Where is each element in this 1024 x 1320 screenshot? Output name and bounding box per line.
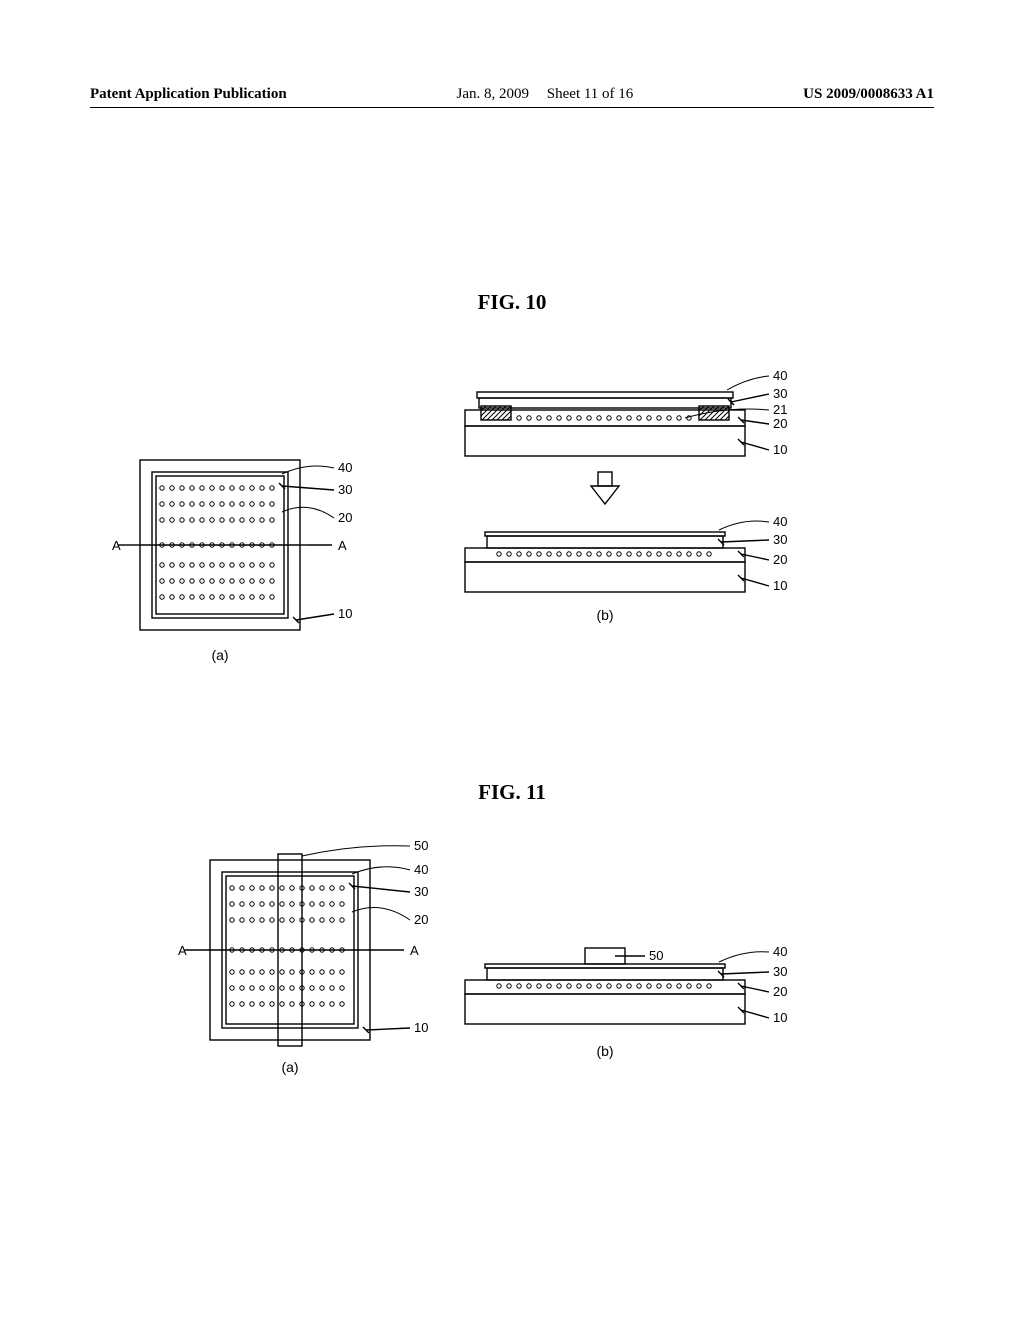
fig11-title: FIG. 11: [0, 780, 1024, 805]
fig11-panel-b: 50 40 30 20 10 (b): [445, 910, 825, 1110]
svg-text:21: 21: [773, 402, 787, 417]
svg-text:A: A: [410, 943, 419, 958]
header-left: Patent Application Publication: [90, 86, 287, 103]
svg-text:30: 30: [773, 386, 787, 401]
svg-text:10: 10: [414, 1020, 428, 1035]
svg-text:30: 30: [414, 884, 428, 899]
svg-text:20: 20: [338, 510, 352, 525]
svg-text:30: 30: [338, 482, 352, 497]
svg-text:(a): (a): [281, 1059, 298, 1075]
page-header: Patent Application Publication Jan. 8, 2…: [90, 86, 934, 108]
svg-text:(a): (a): [211, 647, 228, 663]
svg-text:20: 20: [773, 552, 787, 567]
svg-text:20: 20: [414, 912, 428, 927]
header-date: Jan. 8, 2009: [457, 86, 530, 102]
svg-text:10: 10: [773, 442, 787, 457]
fig10-title: FIG. 10: [0, 290, 1024, 315]
svg-text:10: 10: [773, 578, 787, 593]
svg-text:40: 40: [773, 370, 787, 383]
fig10-panel-a: AA40302010(a): [100, 440, 400, 700]
fig11-panel-a: AA5040302010(a): [160, 830, 480, 1110]
svg-text:40: 40: [773, 944, 787, 959]
header-sheet: Sheet 11 of 16: [547, 86, 634, 102]
fig10-panel-b: 403021201040302010(b): [445, 370, 825, 700]
svg-text:20: 20: [773, 984, 787, 999]
svg-text:30: 30: [773, 964, 787, 979]
svg-text:(b): (b): [596, 1043, 613, 1059]
header-mid: Jan. 8, 2009 Sheet 11 of 16: [287, 86, 803, 103]
svg-text:40: 40: [414, 862, 428, 877]
svg-text:50: 50: [649, 948, 663, 963]
svg-text:A: A: [338, 538, 347, 553]
svg-text:20: 20: [773, 416, 787, 431]
svg-text:10: 10: [338, 606, 352, 621]
svg-text:(b): (b): [596, 607, 613, 623]
svg-text:30: 30: [773, 532, 787, 547]
svg-text:50: 50: [414, 838, 428, 853]
svg-text:40: 40: [338, 460, 352, 475]
svg-text:40: 40: [773, 514, 787, 529]
svg-text:10: 10: [773, 1010, 787, 1025]
header-right: US 2009/0008633 A1: [803, 86, 934, 103]
